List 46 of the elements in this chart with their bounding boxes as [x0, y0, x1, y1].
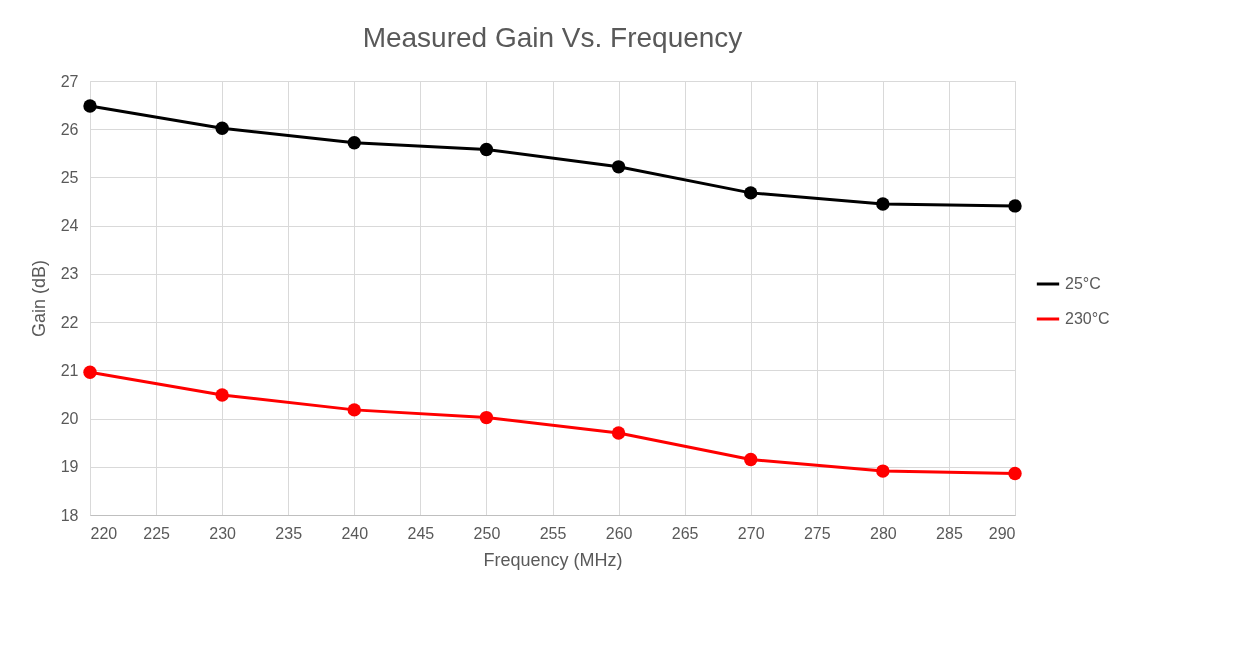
point	[479, 410, 494, 425]
x-tick-label: 265	[671, 524, 699, 542]
x-tick-label: 280	[870, 524, 897, 542]
point	[215, 388, 229, 402]
point	[215, 121, 229, 135]
point	[611, 426, 626, 440]
x-tick-label: 225	[143, 524, 171, 542]
x-tick-label: 290	[988, 524, 1016, 542]
y-tick-label: 21	[60, 361, 79, 379]
x-tick-label: 240	[341, 524, 369, 542]
point	[83, 99, 97, 113]
x-tick-label: 270	[737, 524, 765, 542]
x-tick-label: 230	[209, 524, 237, 542]
y-axis-title: Gain (dB)	[28, 259, 49, 338]
point	[744, 186, 758, 200]
chart-title: Measured Gain Vs. Frequency	[362, 22, 743, 53]
point	[611, 160, 626, 174]
point	[876, 464, 890, 478]
legend-label: 25°C	[1065, 275, 1101, 292]
x-tick-label: 285	[936, 524, 963, 542]
x-tick-label: 260	[605, 524, 633, 542]
point	[744, 452, 758, 467]
point	[347, 136, 361, 150]
y-tick-label: 26	[60, 120, 79, 138]
point	[1008, 199, 1022, 213]
x-tick-label: 245	[407, 524, 435, 542]
x-tick-label: 275	[803, 524, 831, 542]
x-tick-label: 220	[90, 524, 118, 542]
x-tick-label: 235	[275, 524, 303, 542]
y-tick-label: 23	[60, 265, 79, 283]
legend-label: 230°C	[1065, 310, 1110, 327]
y-tick-label: 24	[60, 217, 79, 235]
point	[347, 403, 361, 417]
y-tick-label: 20	[60, 410, 79, 428]
x-tick-label: 250	[473, 524, 501, 542]
point	[876, 197, 890, 211]
y-tick-label: 25	[60, 168, 79, 186]
y-tick-label: 19	[60, 458, 79, 476]
y-tick-label: 27	[60, 72, 79, 90]
y-tick-label: 22	[60, 313, 79, 331]
x-axis-title: Frequency (MHz)	[483, 549, 623, 570]
point	[479, 142, 494, 157]
point	[83, 365, 97, 379]
point	[1008, 466, 1022, 481]
y-tick-label: 18	[60, 506, 79, 524]
x-tick-label: 255	[539, 524, 567, 542]
